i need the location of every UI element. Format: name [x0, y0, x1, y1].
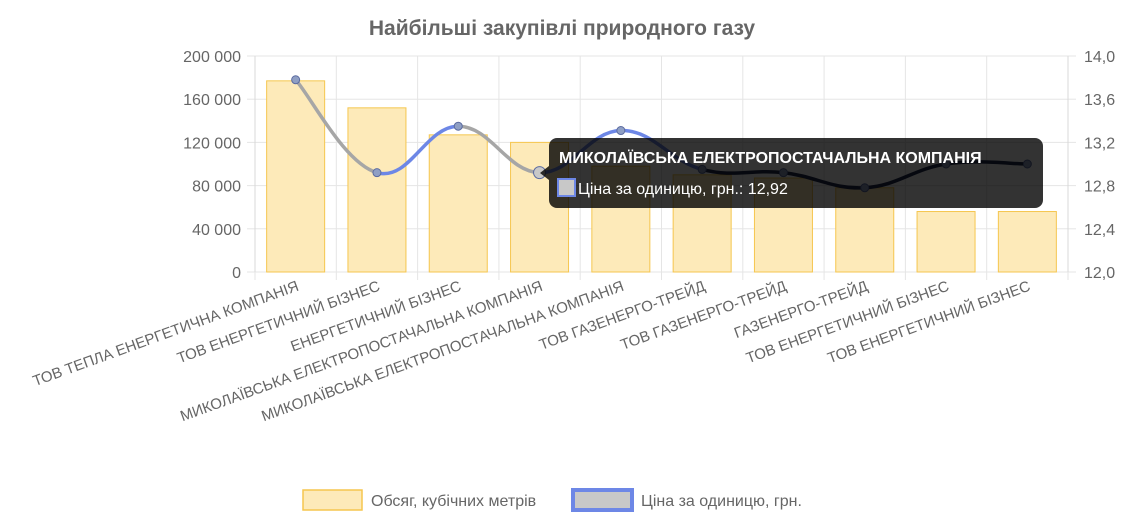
- chart-title: Найбільші закупівлі природного газу: [369, 17, 756, 40]
- tooltip-body: Ціна за одиницю, грн.: 12,92: [578, 181, 788, 198]
- bar[interactable]: [428, 134, 488, 273]
- line-point[interactable]: [372, 168, 382, 178]
- legend-label-volume[interactable]: Обсяг, кубічних метрів: [371, 493, 536, 510]
- bar[interactable]: [997, 211, 1057, 273]
- line-point[interactable]: [616, 126, 626, 136]
- y-left-tick-label: 80 000: [192, 179, 241, 196]
- y-right-tick-label: 12,8: [1084, 179, 1115, 196]
- y-right-tick-label: 13,2: [1084, 135, 1115, 152]
- tooltip-swatch: [557, 178, 576, 197]
- y-left-tick-label: 120 000: [183, 135, 241, 152]
- y-left-tick-label: 200 000: [183, 49, 241, 66]
- line-segment: [293, 78, 379, 175]
- line-point[interactable]: [453, 121, 463, 131]
- y-right-tick-label: 12,4: [1084, 222, 1115, 239]
- bar[interactable]: [347, 107, 407, 273]
- y-right-tick-label: 14,0: [1084, 49, 1115, 66]
- tooltip: МИКОЛАЇВСЬКА ЕЛЕКТРОПОСТАЧАЛЬНА КОМПАНІЯ…: [540, 138, 1043, 208]
- legend: Обсяг, кубічних метрів Ціна за одиницю, г…: [302, 488, 802, 512]
- tooltip-box: [549, 138, 1043, 208]
- line-point[interactable]: [291, 75, 301, 85]
- legend-swatch-price[interactable]: [571, 488, 634, 512]
- tooltip-caret: [540, 166, 549, 180]
- bar[interactable]: [916, 211, 976, 273]
- y-left-tick-label: 160 000: [183, 92, 241, 109]
- line-segment: [456, 124, 542, 175]
- y-right-tick-label: 12,0: [1084, 265, 1115, 282]
- y-left-tick-label: 0: [232, 265, 241, 282]
- y-left-tick-label: 40 000: [192, 222, 241, 239]
- y-right-tick-label: 13,6: [1084, 92, 1115, 109]
- legend-label-price[interactable]: Ціна за одиницю, грн.: [641, 493, 802, 510]
- bar[interactable]: [266, 80, 326, 273]
- legend-swatch-volume[interactable]: [302, 489, 363, 511]
- line-segment: [375, 124, 460, 176]
- tooltip-title: МИКОЛАЇВСЬКА ЕЛЕКТРОПОСТАЧАЛЬНА КОМПАНІЯ: [559, 149, 982, 167]
